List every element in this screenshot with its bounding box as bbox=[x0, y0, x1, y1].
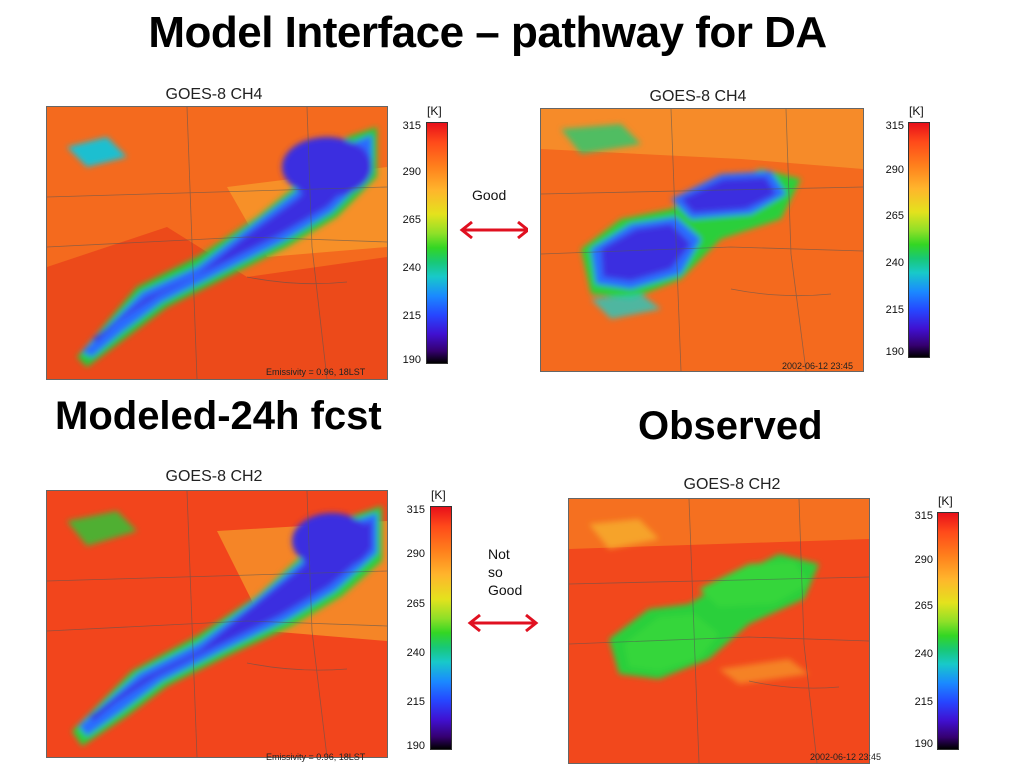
panel-footer: 2002-06-12 23:45 bbox=[782, 361, 854, 371]
panel-title: GOES-8 CH2 bbox=[165, 468, 263, 485]
colorbar-tick: 240 bbox=[885, 257, 904, 269]
colorbar-tick: 290 bbox=[885, 164, 904, 176]
colorbar-tick: 240 bbox=[402, 262, 421, 274]
colorbar-tick: 265 bbox=[885, 210, 904, 222]
panel-footer: Emissivity = 0.96, 18LST bbox=[266, 367, 366, 377]
colorbar-tick: 190 bbox=[885, 346, 904, 358]
colorbar-tick: 215 bbox=[885, 304, 904, 316]
comparison-text: so bbox=[488, 564, 503, 580]
colorbar-tick: 265 bbox=[402, 214, 421, 226]
panel-model-ch2: GOES-8 CH2 Emissivity = 0.9 bbox=[34, 464, 460, 766]
colorbar-unit: [K] bbox=[909, 104, 924, 118]
modeled-label: Modeled-24h fcst bbox=[55, 394, 382, 438]
colorbar-tick: 190 bbox=[402, 354, 421, 366]
colorbar-unit: [K] bbox=[431, 488, 446, 502]
map-image bbox=[540, 108, 864, 372]
map-image bbox=[46, 106, 388, 380]
map-image bbox=[46, 490, 388, 758]
colorbar-tick: 315 bbox=[406, 504, 425, 516]
colorbar-tick: 190 bbox=[406, 740, 425, 752]
map-image bbox=[568, 498, 870, 764]
double-arrow-icon bbox=[459, 220, 531, 240]
colorbar-tick: 265 bbox=[914, 600, 933, 612]
comparison-text: Good bbox=[472, 187, 507, 203]
colorbar-tick: 315 bbox=[402, 120, 421, 132]
panel-footer: Emissivity = 0.96, 18LST bbox=[266, 752, 366, 762]
colorbar-tick: 215 bbox=[914, 696, 933, 708]
panel-obs-ch4: GOES-8 CH4 bbox=[528, 82, 958, 377]
colorbar-tick: 315 bbox=[885, 120, 904, 132]
panel-title: GOES-8 CH4 bbox=[165, 86, 263, 103]
colorbar bbox=[426, 122, 448, 364]
colorbar-tick: 290 bbox=[406, 548, 425, 560]
panel-footer: 2002-06-12 23:45 bbox=[810, 752, 882, 762]
panel-obs-ch2: GOES-8 CH2 2002-06-12 23:45 bbox=[556, 470, 976, 766]
comparison-label-not-so-good: Not so Good bbox=[488, 545, 522, 599]
colorbar bbox=[937, 512, 959, 750]
colorbar-tick: 290 bbox=[914, 554, 933, 566]
colorbar-tick: 290 bbox=[402, 166, 421, 178]
colorbar-tick: 190 bbox=[914, 738, 933, 750]
colorbar-unit: [K] bbox=[938, 494, 953, 508]
panel-model-ch4: GOES-8 CH4 Emissivit bbox=[34, 82, 454, 382]
colorbar bbox=[908, 122, 930, 358]
observed-label: Observed bbox=[638, 404, 823, 448]
colorbar-tick: 215 bbox=[402, 310, 421, 322]
colorbar-tick: 215 bbox=[406, 696, 425, 708]
slide-title: Model Interface – pathway for DA bbox=[148, 8, 827, 57]
comparison-text: Good bbox=[488, 582, 523, 598]
colorbar-tick: 315 bbox=[914, 510, 933, 522]
colorbar-tick: 265 bbox=[406, 598, 425, 610]
colorbar-tick: 240 bbox=[406, 647, 425, 659]
colorbar-unit: [K] bbox=[427, 104, 442, 118]
panel-title: GOES-8 CH4 bbox=[649, 88, 747, 105]
colorbar-tick: 240 bbox=[914, 648, 933, 660]
panel-title: GOES-8 CH2 bbox=[683, 476, 781, 493]
comparison-label-good: Good bbox=[472, 186, 506, 204]
double-arrow-icon bbox=[467, 613, 539, 633]
colorbar bbox=[430, 506, 452, 750]
comparison-text: Not bbox=[488, 546, 510, 562]
